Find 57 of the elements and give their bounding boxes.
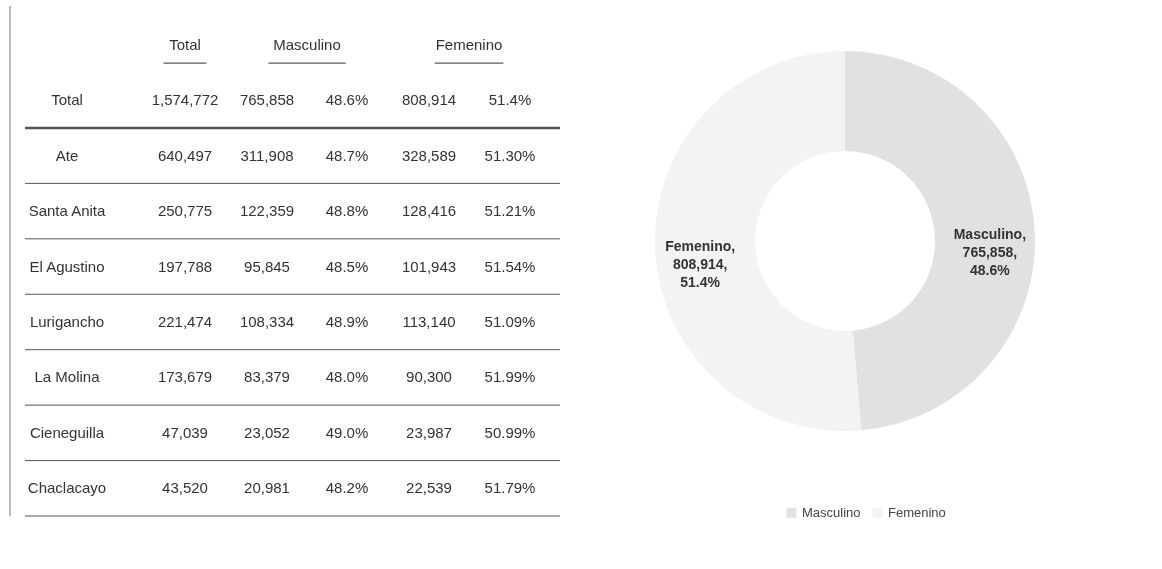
text: 101,943 xyxy=(401,257,457,275)
text: 48.6% xyxy=(325,91,369,109)
text: 22,539 xyxy=(406,479,452,497)
text: Masculino xyxy=(273,35,341,53)
data-label: Masculino, 765,858, 48.6% xyxy=(953,225,1027,278)
text: 90,300 xyxy=(406,368,452,386)
text: Chaclacayo xyxy=(27,479,107,497)
text: Ate xyxy=(55,146,79,164)
text: 51.79% xyxy=(484,479,536,497)
text: 51.4% xyxy=(488,91,532,109)
text: 311,908 xyxy=(240,146,294,164)
text: 48.5% xyxy=(325,257,369,275)
text: Santa Anita xyxy=(28,202,107,220)
text: 328,589 xyxy=(401,146,457,164)
legend-label: Masculino xyxy=(802,504,861,520)
text: 173,679 xyxy=(157,368,213,386)
text: 808,914 xyxy=(401,91,457,109)
text: 113,140 xyxy=(402,312,456,330)
text: 51.30% xyxy=(484,146,536,164)
text: El Agustino xyxy=(29,257,105,275)
donut-slice xyxy=(845,51,1035,431)
data-label: Femenino, 808,914, 51.4% xyxy=(665,238,736,291)
text: 250,775 xyxy=(157,202,213,220)
text: 48.9% xyxy=(325,312,369,330)
text: 108,334 xyxy=(239,312,295,330)
legend-label: Femenino xyxy=(888,504,946,520)
text: 1,574,772 xyxy=(151,91,219,109)
text: 49.0% xyxy=(325,423,369,441)
text: 640,497 xyxy=(157,146,213,164)
text: 221,474 xyxy=(157,312,213,330)
text: Total xyxy=(169,35,201,53)
text: 48.0% xyxy=(325,368,369,386)
text: 128,416 xyxy=(401,202,457,220)
text: 95,845 xyxy=(244,257,290,275)
text: 48.2% xyxy=(325,479,369,497)
text: 23,052 xyxy=(244,423,290,441)
text: 20,981 xyxy=(244,479,290,497)
text: 83,379 xyxy=(244,368,290,386)
text: 48.8% xyxy=(325,202,369,220)
text: 51.21% xyxy=(484,202,536,220)
text: 23,987 xyxy=(406,423,452,441)
donut-slice xyxy=(655,51,862,431)
text: 51.54% xyxy=(484,257,536,275)
text: 122,359 xyxy=(239,202,295,220)
text: 765,858 xyxy=(239,91,295,109)
text: 51.09% xyxy=(484,312,536,330)
text: 51.99% xyxy=(484,368,536,386)
text: 47,039 xyxy=(162,423,208,441)
text: 50.99% xyxy=(484,423,536,441)
text: Femenino xyxy=(435,35,503,53)
text: 197,788 xyxy=(157,257,213,275)
text: La Molina xyxy=(34,368,101,386)
text: Lurigancho xyxy=(29,312,105,330)
text: 43,520 xyxy=(162,479,208,497)
text: 48.7% xyxy=(325,146,369,164)
text: Total xyxy=(51,91,83,109)
text: Cieneguilla xyxy=(29,423,105,441)
